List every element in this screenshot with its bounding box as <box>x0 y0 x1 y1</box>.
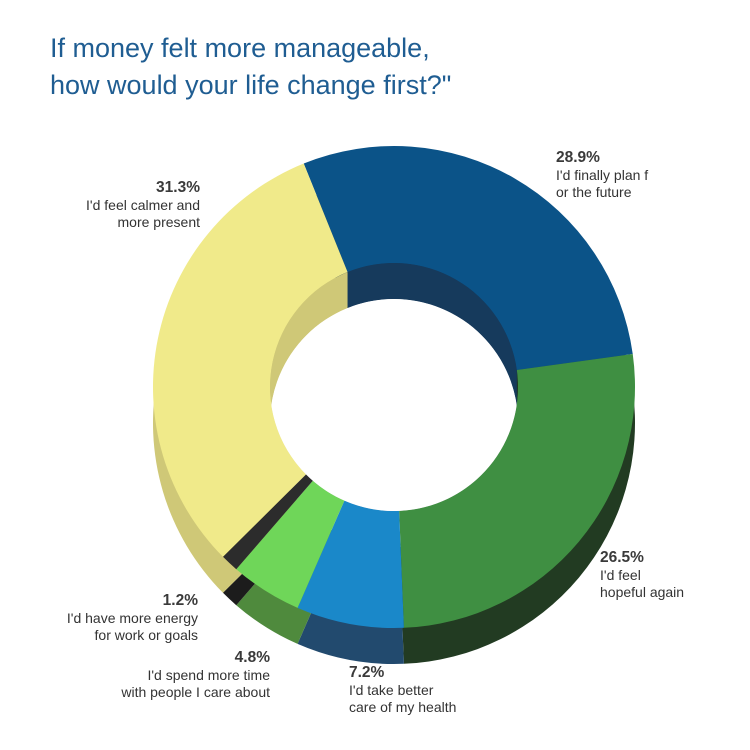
slice-pct-people: 4.8% <box>234 649 270 666</box>
donut-hole <box>270 299 518 511</box>
slice-text-people: I'd spend more time with people I care a… <box>121 667 270 700</box>
slice-inner-wall-calmer <box>270 272 348 511</box>
slice-pct-calmer: 31.3% <box>156 179 200 196</box>
chart-title-line-2: how would your life change first?" <box>50 70 452 100</box>
slice-pct-energy: 1.2% <box>162 592 198 609</box>
slice-pct-health: 7.2% <box>349 664 385 681</box>
slice-text-health: I'd take better care of my health <box>349 682 457 715</box>
slice-label-energy: 1.2% I'd have more energy for work or go… <box>48 592 198 644</box>
slice-people <box>236 480 345 608</box>
slice-energy <box>222 474 313 570</box>
chart-title: If money felt more manageable, how would… <box>50 30 690 104</box>
chart-title-line-1: If money felt more manageable, <box>50 33 430 63</box>
slice-inner-wall-future <box>347 263 517 407</box>
slice-hopeful <box>399 354 636 628</box>
slice-future <box>303 146 633 371</box>
slice-label-health: 7.2% I'd take better care of my health <box>349 664 456 716</box>
slice-pct-hopeful: 26.5% <box>600 549 644 566</box>
slice-pct-future: 28.9% <box>556 149 600 166</box>
slice-label-future: 28.9% I'd finally plan f or the future <box>556 149 648 201</box>
slice-calmer <box>152 163 348 557</box>
slice-text-calmer: I'd feel calmer and more present <box>86 197 200 230</box>
slice-text-hopeful: I'd feel hopeful again <box>600 567 685 600</box>
slice-label-calmer: 31.3% I'd feel calmer and more present <box>40 179 200 231</box>
slice-label-hopeful: 26.5% I'd feel hopeful again <box>600 549 684 601</box>
slice-label-people: 4.8% I'd spend more time with people I c… <box>94 649 270 701</box>
slice-text-energy: I'd have more energy for work or goals <box>66 610 198 643</box>
slice-health <box>297 500 404 629</box>
slice-text-future: I'd finally plan f or the future <box>556 167 649 200</box>
